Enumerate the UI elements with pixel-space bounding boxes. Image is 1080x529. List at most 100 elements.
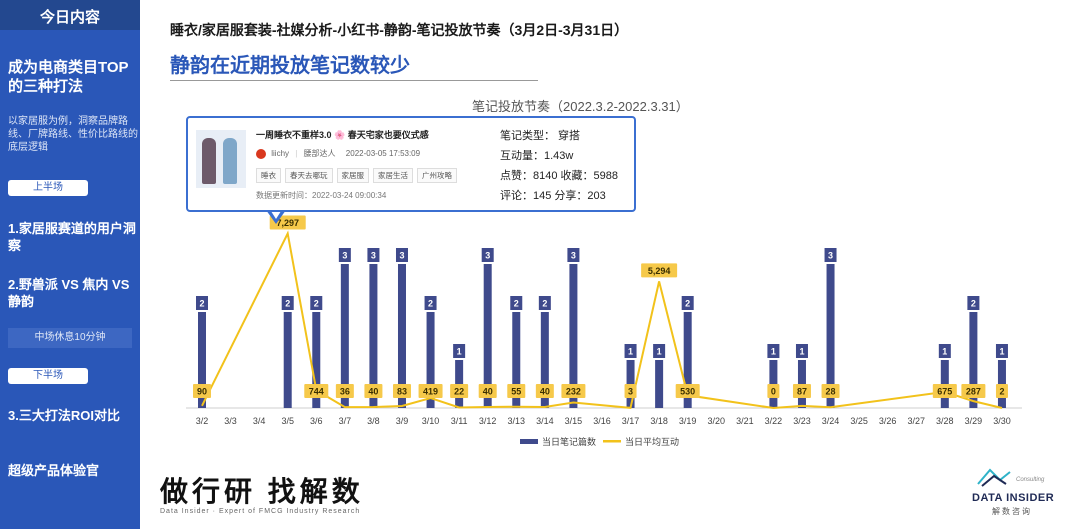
line-label-box xyxy=(193,384,211,398)
line-value-label: 7,297 xyxy=(276,218,299,228)
x-tick-label: 3/23 xyxy=(793,416,811,426)
line-value-label: 5,294 xyxy=(648,266,671,276)
tag[interactable]: 睡衣 xyxy=(256,168,281,183)
second-half-pill: 下半场 xyxy=(8,368,88,384)
sidebar-header-label: 今日内容 xyxy=(39,9,100,26)
line-value-label: 744 xyxy=(309,387,324,397)
bar-value-label: 1 xyxy=(457,347,462,357)
line-value-label: 0 xyxy=(771,387,776,397)
tag[interactable]: 家居服 xyxy=(336,168,369,183)
tag[interactable]: 家居生活 xyxy=(373,168,413,183)
x-tick-label: 3/7 xyxy=(339,416,352,426)
bar-label-box xyxy=(310,296,323,310)
bar-label-box xyxy=(824,248,837,262)
bar-label-box xyxy=(338,248,351,262)
bar-label-box xyxy=(653,344,666,358)
bar-value-label: 1 xyxy=(999,347,1004,357)
x-tick-label: 3/11 xyxy=(451,416,468,426)
line-series xyxy=(201,230,1003,410)
bar-label-box xyxy=(196,296,208,310)
bar xyxy=(826,264,835,408)
x-tick-label: 3/19 xyxy=(679,416,697,426)
line-value-label: 55 xyxy=(511,387,521,397)
title-divider xyxy=(170,80,538,81)
x-tick-label: 3/25 xyxy=(850,416,868,426)
note-thumbnail[interactable] xyxy=(196,130,246,188)
bar-value-label: 2 xyxy=(314,299,319,309)
author-tier: 腰部达人 xyxy=(303,149,336,158)
line-label-box xyxy=(561,384,586,398)
line-value-label: 22 xyxy=(454,387,464,397)
line-label-box xyxy=(641,263,678,278)
card-pointer-inner xyxy=(269,208,283,219)
bar xyxy=(683,312,692,408)
line-path xyxy=(201,230,1003,410)
line-label-box xyxy=(304,384,329,398)
bar-value-label: 1 xyxy=(628,347,633,357)
agenda-item-2[interactable]: 2.野兽派 VS 焦内 VS 静韵 xyxy=(8,277,130,309)
bar-value-label: 1 xyxy=(799,347,804,357)
avatar xyxy=(256,148,266,159)
bar-value-label: 3 xyxy=(371,251,376,261)
author-name[interactable]: liichy xyxy=(271,149,290,158)
x-tick-label: 3/5 xyxy=(281,416,294,426)
x-tick-label: 3/27 xyxy=(907,416,925,426)
x-tick-label: 3/26 xyxy=(879,416,897,426)
x-tick-label: 3/4 xyxy=(253,416,266,426)
bar-label-box xyxy=(995,344,1008,358)
chart-legend: 当日笔记篇数 当日平均互动 xyxy=(520,436,679,447)
bar-value-label: 2 xyxy=(971,299,976,309)
sidebar-description: 以家居服为例，洞察品牌路线、厂牌路线、性价比路线的底层逻辑 xyxy=(8,116,138,153)
line-value-label: 83 xyxy=(397,387,407,397)
line-label-box xyxy=(675,384,700,398)
line-label-box xyxy=(932,384,957,398)
bar-value-label: 1 xyxy=(657,347,662,357)
tag[interactable]: 广州攻略 xyxy=(417,168,457,183)
line-value-label: 232 xyxy=(566,387,581,397)
first-half-pill: 上半场 xyxy=(8,180,88,196)
agenda-item-1[interactable]: 1.家居服赛道的用户洞察 xyxy=(8,221,136,253)
x-tick-label: 3/15 xyxy=(565,416,583,426)
x-tick-label: 3/16 xyxy=(593,416,611,426)
bar xyxy=(369,264,378,408)
legend-swatch-bars xyxy=(520,439,538,444)
note-card[interactable]: 一周睡衣不重样3.0 🌸 春天宅家也要仪式感 liichy | 腰部达人 202… xyxy=(186,116,636,212)
bar-label-box xyxy=(795,344,808,358)
data-insider-name: DATA INSIDER xyxy=(972,492,1055,504)
line-label-box xyxy=(767,384,780,398)
line-label-box xyxy=(335,384,354,398)
note-title[interactable]: 一周睡衣不重样3.0 🌸 春天宅家也要仪式感 xyxy=(256,130,429,140)
bar-label-box xyxy=(510,296,523,310)
sidebar-header: 今日内容 xyxy=(0,0,140,30)
line-label-box xyxy=(418,384,443,398)
tag[interactable]: 春天去哪玩 xyxy=(285,168,333,183)
bar-value-label: 2 xyxy=(285,299,290,309)
bar xyxy=(397,264,406,408)
page-title: 静韵在近期投放笔记数较少 xyxy=(170,55,410,77)
line-label-box xyxy=(995,384,1008,398)
bar-label-box xyxy=(767,344,780,358)
line-value-label: 40 xyxy=(368,387,378,397)
bar-value-label: 2 xyxy=(542,299,547,309)
agenda-item-4[interactable]: 超级产品体验官 xyxy=(8,463,100,478)
agenda-item-3[interactable]: 3.三大打法ROI对比 xyxy=(8,408,120,423)
x-tick-label: 3/29 xyxy=(965,416,983,426)
line-value-label: 287 xyxy=(966,387,981,397)
break-note: 中场休息10分钟 xyxy=(8,328,132,348)
line-label-box xyxy=(450,384,469,398)
comments-shares: 评论：145 分享：203 xyxy=(500,190,606,202)
x-tick-label: 3/3 xyxy=(224,416,237,426)
bar-label-box xyxy=(424,296,437,310)
line-label-box xyxy=(961,384,986,398)
bar xyxy=(312,312,321,408)
bar xyxy=(569,264,578,408)
line-label-box xyxy=(821,384,840,398)
bar-label-box xyxy=(367,248,380,262)
brand-logo-sub: Data Insider · Expert of FMCG Industry R… xyxy=(160,508,361,515)
likes-saves: 点赞：8140 收藏：5988 xyxy=(500,170,618,182)
bar xyxy=(512,312,521,408)
line-label-box xyxy=(792,384,811,398)
bar-value-label: 2 xyxy=(514,299,519,309)
bar-label-box xyxy=(967,296,980,310)
